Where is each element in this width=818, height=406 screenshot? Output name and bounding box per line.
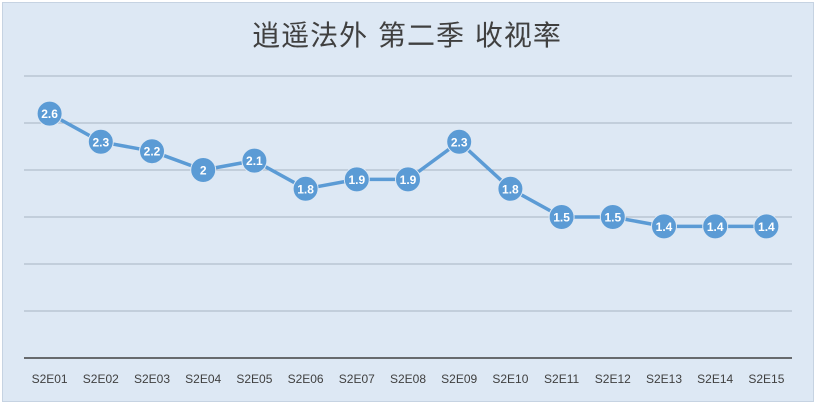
x-tick-label: S2E01 <box>32 372 68 386</box>
data-label: 2.3 <box>451 135 468 149</box>
x-tick-label: S2E13 <box>646 372 682 386</box>
x-tick-label: S2E15 <box>748 372 784 386</box>
data-point-marker <box>139 138 165 165</box>
x-tick-label: S2E08 <box>390 372 426 386</box>
data-label: 2.1 <box>246 154 263 168</box>
data-point-marker <box>497 175 524 202</box>
x-tick-labels: S2E01 S2E02 S2E03 S2E04 S2E05 S2E06 S2E07 S2E08… <box>32 372 785 386</box>
data-point-marker <box>548 204 575 230</box>
data-point-marker <box>599 204 626 230</box>
data-label: 2.6 <box>41 107 58 121</box>
data-label: 1.5 <box>604 211 621 225</box>
data-label: 1.4 <box>758 220 775 234</box>
x-tick-label: S2E05 <box>236 372 272 386</box>
x-tick-label: S2E03 <box>134 372 170 386</box>
data-point-marker <box>753 213 780 240</box>
data-point-marker <box>343 166 370 193</box>
data-label: 1.8 <box>297 182 314 196</box>
data-label: 2 <box>200 164 207 178</box>
data-label: 1.4 <box>707 220 724 234</box>
data-point-marker <box>446 128 473 155</box>
x-tick-label: S2E12 <box>595 372 631 386</box>
gridlines <box>24 75 792 312</box>
data-label: 2.3 <box>92 135 109 149</box>
data-point-marker <box>702 213 729 240</box>
data-point-marker <box>190 157 217 183</box>
data-point-marker <box>87 128 114 155</box>
chart-area <box>2 2 814 402</box>
x-tick-label: S2E07 <box>339 372 375 386</box>
chart-title: 逍遥法外 第二季 收视率 <box>252 19 562 52</box>
x-tick-label: S2E04 <box>185 372 221 386</box>
data-label: 1.8 <box>502 182 519 196</box>
data-point-marker <box>36 100 63 127</box>
data-label: 1.4 <box>656 220 673 234</box>
data-label: 1.9 <box>400 173 417 187</box>
data-label: 1.9 <box>348 173 365 187</box>
data-label: 1.5 <box>553 211 570 225</box>
x-tick-label: S2E10 <box>492 372 528 386</box>
data-point-marker <box>395 166 421 193</box>
x-tick-label: S2E11 <box>544 372 579 386</box>
data-point-marker <box>292 175 319 202</box>
data-points: 2.6 2.3 2.2 2 2.1 1.8 1.9 1.9 2.3 1.8 1.5 1.5 1.4 1.4… <box>36 100 780 240</box>
x-tick-label: S2E14 <box>697 372 733 386</box>
x-tick-label: S2E09 <box>441 372 477 386</box>
data-point-marker <box>651 213 677 240</box>
x-tick-label: S2E06 <box>288 372 324 386</box>
x-tick-label: S2E02 <box>83 372 119 386</box>
data-label: 2.2 <box>144 145 161 159</box>
data-point-marker <box>241 147 268 174</box>
